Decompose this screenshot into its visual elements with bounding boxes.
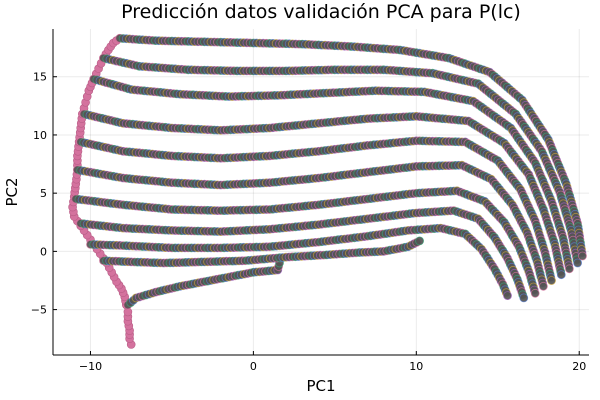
x-tick-label: 20 [572,360,586,373]
scatter-series [115,33,587,261]
scatter-point [530,288,540,298]
scatter-point [503,291,512,301]
scatter-series [123,258,284,310]
y-tick-label: −5 [31,304,47,317]
axes [52,29,589,356]
scatter-series [71,186,540,298]
data-layer [68,33,587,349]
scatter-point [539,281,548,291]
scatter-point [547,276,556,285]
x-tick-label: 10 [409,360,423,373]
scatter-point [565,264,574,274]
scatter-series [73,160,548,291]
scatter-point [519,293,529,303]
scatter-series [99,53,582,268]
scatter-point [578,251,587,261]
scatter-series [79,109,566,280]
x-tick-label: 0 [250,360,257,373]
x-axis-label: PC1 [306,377,335,395]
scatter-series [76,206,529,303]
y-tick-label: 10 [33,129,47,142]
scatter-series [89,74,574,274]
y-tick-label: 5 [40,187,47,200]
scatter-series [86,223,512,301]
scatter-point [573,258,582,268]
scatter-series [99,236,425,268]
chart-title: Predicción datos validación PCA para P(l… [121,1,521,23]
scatter-point [556,270,566,280]
x-tick-label: −10 [79,360,102,373]
y-tick-label: 0 [40,245,47,258]
scatter-series [76,136,556,285]
y-tick-label: 15 [33,71,47,84]
tick-labels: −10 0 10 20 −5 0 5 10 15 [31,71,586,373]
y-axis-label: PC2 [3,177,21,206]
scatter-point [415,236,425,246]
